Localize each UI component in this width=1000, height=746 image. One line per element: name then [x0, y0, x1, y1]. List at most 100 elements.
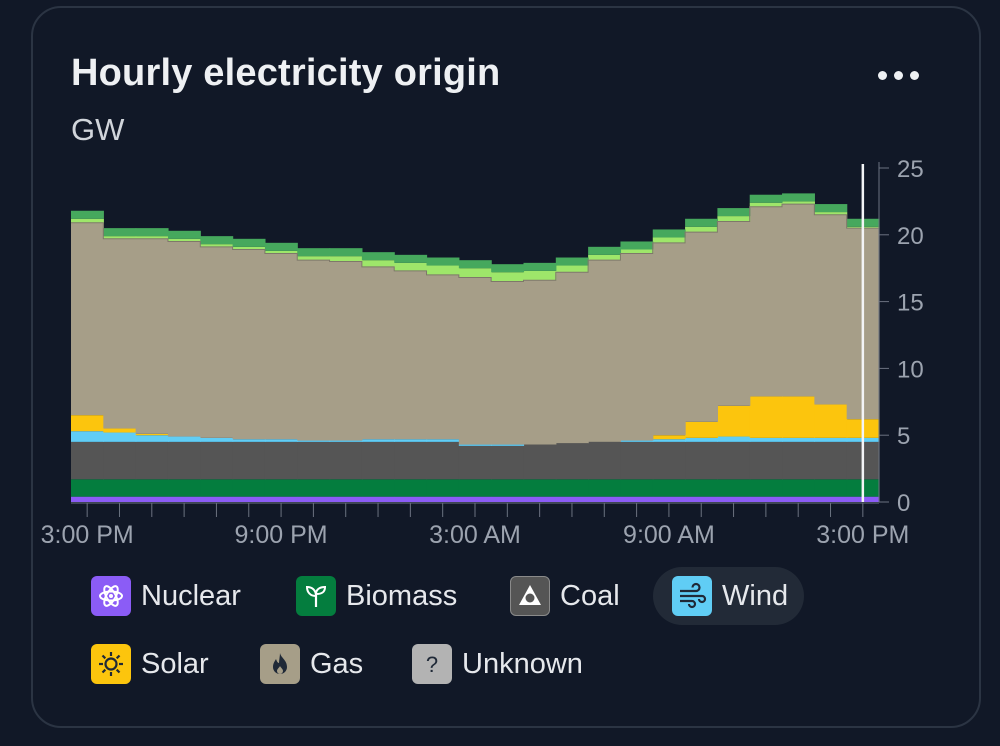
- area-step: [620, 241, 654, 250]
- legend-item-solar[interactable]: Solar: [72, 635, 225, 693]
- area-step: [167, 238, 201, 242]
- area-step: [135, 236, 169, 239]
- area-step: [232, 246, 266, 250]
- area-step: [329, 248, 363, 257]
- area-step: [555, 265, 589, 273]
- legend-item-biomass[interactable]: Biomass: [277, 567, 473, 625]
- more-options-button[interactable]: [868, 58, 928, 92]
- area-step: [458, 444, 492, 446]
- stacked-area-chart[interactable]: 0 5 10 15 20 25 3:00 PM 9:00 PM 3:00 AM 9:00 AM 3:…: [0, 0, 1000, 560]
- chart-areas: [71, 193, 880, 502]
- x-tick-label: 3:00 AM: [429, 521, 521, 549]
- x-tick-label: 3:00 PM: [816, 521, 909, 549]
- leaf-icon: [296, 576, 336, 616]
- area-step: [103, 428, 137, 433]
- flame-icon: [260, 644, 300, 684]
- area-step: [297, 441, 331, 480]
- area-step: [458, 268, 492, 278]
- area-step: [782, 193, 815, 202]
- area-step: [685, 218, 718, 227]
- area-step: [523, 280, 557, 445]
- area-step: [329, 441, 363, 480]
- area-step: [297, 496, 331, 502]
- area-step: [458, 260, 492, 269]
- question-icon: ?: [412, 644, 452, 684]
- area-step: [491, 272, 525, 282]
- area-step: [264, 479, 298, 497]
- area-step: [394, 441, 428, 480]
- area-step: [749, 437, 783, 442]
- atom-icon: [91, 576, 131, 616]
- area-step: [782, 204, 815, 397]
- legend-item-nuclear[interactable]: Nuclear: [72, 567, 257, 625]
- y-tick-label: 5: [897, 423, 910, 450]
- area-step: [782, 496, 815, 502]
- area-step: [264, 242, 298, 251]
- area-step: [200, 496, 234, 502]
- legend-label: Solar: [141, 647, 209, 680]
- legend-item-gas[interactable]: Gas: [241, 635, 379, 693]
- legend-item-coal[interactable]: Coal: [491, 567, 636, 625]
- area-step: [749, 479, 783, 497]
- area-step: [297, 479, 331, 497]
- area-step: [588, 441, 622, 480]
- area-step: [717, 479, 751, 497]
- area-step: [329, 496, 363, 502]
- area-step: [297, 440, 331, 442]
- area-step: [297, 256, 331, 261]
- area-step: [620, 479, 654, 497]
- area-step: [71, 222, 104, 416]
- area-step: [782, 441, 815, 480]
- area-step: [200, 246, 234, 438]
- y-tick-label: 0: [897, 490, 910, 517]
- area-step: [361, 252, 395, 261]
- area-step: [620, 249, 654, 254]
- area-step: [264, 253, 298, 440]
- legend-label: Coal: [560, 579, 620, 612]
- area-step: [426, 441, 460, 480]
- area-step: [491, 444, 525, 446]
- area-step: [71, 415, 104, 432]
- area-step: [329, 261, 363, 441]
- area-step: [588, 246, 622, 255]
- area-step: [361, 496, 395, 502]
- area-step: [523, 444, 557, 480]
- area-step: [685, 437, 718, 442]
- area-step: [135, 435, 169, 442]
- area-step: [71, 218, 104, 223]
- series-gas: [71, 204, 880, 445]
- area-step: [491, 281, 525, 445]
- series-unknown: [71, 193, 880, 273]
- area-step: [167, 230, 201, 239]
- area-step: [103, 496, 137, 502]
- area-step: [588, 260, 622, 442]
- area-step: [620, 440, 654, 442]
- area-step: [361, 266, 395, 440]
- area-step: [458, 445, 492, 480]
- area-step: [71, 496, 104, 502]
- area-step: [588, 496, 622, 502]
- area-step: [71, 479, 104, 497]
- chart-title: Hourly electricity origin: [71, 52, 501, 94]
- area-step: [685, 232, 718, 422]
- area-step: [103, 432, 137, 442]
- area-step: [782, 396, 815, 438]
- area-step: [620, 496, 654, 502]
- area-step: [717, 216, 751, 222]
- wind-icon: [672, 576, 712, 616]
- area-step: [71, 431, 104, 442]
- area-step: [588, 479, 622, 497]
- series-coal: [71, 441, 880, 480]
- gas-top-line: [71, 203, 879, 283]
- legend-item-wind[interactable]: Wind: [653, 567, 805, 625]
- area-step: [167, 436, 201, 442]
- area-step: [135, 479, 169, 497]
- legend-item-unknown[interactable]: ? Unknown: [393, 635, 599, 693]
- series-nuclear: [71, 496, 880, 502]
- svg-text:?: ?: [426, 652, 438, 677]
- area-step: [135, 238, 169, 434]
- area-step: [717, 405, 751, 437]
- area-step: [71, 210, 104, 219]
- area-step: [685, 479, 718, 497]
- area-step: [71, 441, 104, 480]
